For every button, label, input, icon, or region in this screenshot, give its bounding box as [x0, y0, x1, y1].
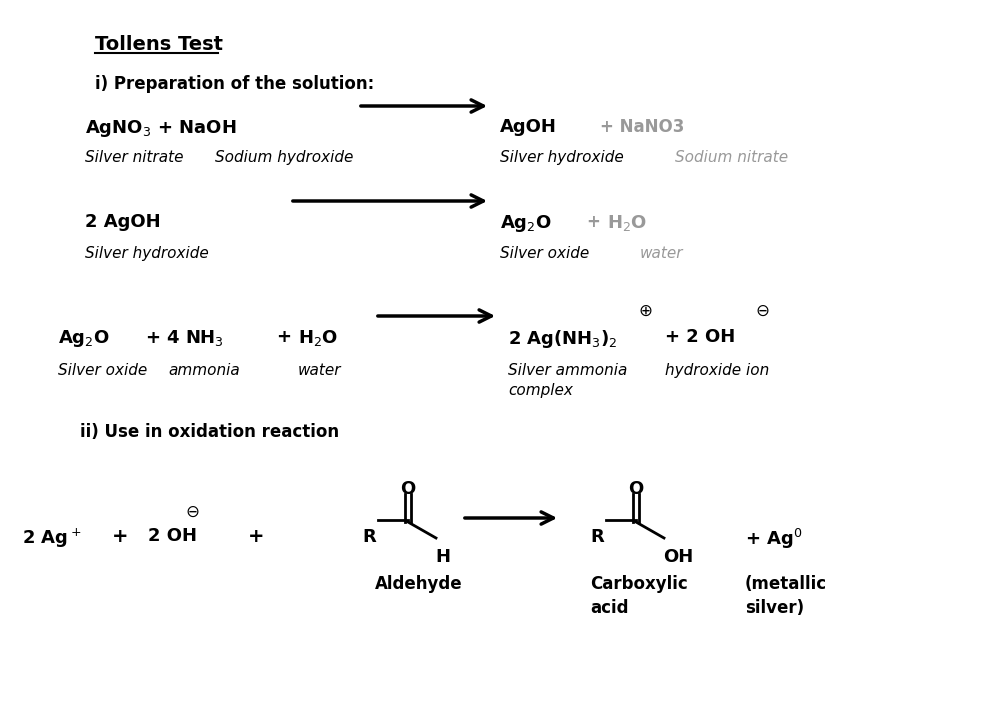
Text: +: + [276, 328, 291, 346]
Text: water: water [298, 363, 341, 378]
Text: Ag$_2$O: Ag$_2$O [58, 328, 110, 349]
Text: Ag$_2$O: Ag$_2$O [500, 213, 552, 234]
Text: Silver nitrate: Silver nitrate [85, 150, 183, 165]
Text: Aldehyde: Aldehyde [375, 575, 462, 593]
Text: hydroxide ion: hydroxide ion [665, 363, 769, 378]
Text: 2 AgOH: 2 AgOH [85, 213, 160, 231]
Text: H: H [435, 548, 450, 566]
Text: Silver hydroxide: Silver hydroxide [85, 246, 209, 261]
Text: Silver ammonia
complex: Silver ammonia complex [508, 363, 628, 398]
Text: Sodium nitrate: Sodium nitrate [675, 150, 788, 165]
Text: H$_2$O: H$_2$O [298, 328, 338, 348]
Text: R: R [590, 528, 604, 546]
Text: Silver hydroxide: Silver hydroxide [500, 150, 624, 165]
Text: Carboxylic
acid: Carboxylic acid [590, 575, 688, 617]
Text: R: R [362, 528, 376, 546]
Text: O: O [400, 480, 415, 498]
Text: i) Preparation of the solution:: i) Preparation of the solution: [95, 75, 374, 93]
Text: Sodium hydroxide: Sodium hydroxide [215, 150, 353, 165]
Text: + 2 OH: + 2 OH [665, 328, 735, 346]
Text: ii) Use in oxidation reaction: ii) Use in oxidation reaction [80, 423, 339, 441]
Text: + 4 NH$_3$: + 4 NH$_3$ [145, 328, 224, 348]
Text: (metallic
silver): (metallic silver) [745, 575, 828, 617]
Text: + NaNO3: + NaNO3 [600, 118, 685, 136]
Text: OH: OH [663, 548, 694, 566]
Text: $\ominus$: $\ominus$ [185, 503, 199, 521]
Text: ammonia: ammonia [168, 363, 240, 378]
Text: Silver oxide: Silver oxide [58, 363, 148, 378]
Text: AgOH: AgOH [500, 118, 557, 136]
Text: H$_2$O: H$_2$O [607, 213, 647, 233]
Text: Silver oxide: Silver oxide [500, 246, 589, 261]
Text: +: + [248, 527, 265, 546]
Text: 2 Ag(NH$_3$)$_2$: 2 Ag(NH$_3$)$_2$ [508, 328, 617, 350]
Text: O: O [629, 480, 644, 498]
Text: $\ominus$: $\ominus$ [755, 302, 769, 320]
Text: 2 Ag$^+$: 2 Ag$^+$ [22, 527, 82, 550]
Text: $\oplus$: $\oplus$ [638, 302, 652, 320]
Text: Tollens Test: Tollens Test [95, 35, 223, 54]
Text: + Ag$^0$: + Ag$^0$ [745, 527, 803, 551]
Text: AgNO$_3$ + NaOH: AgNO$_3$ + NaOH [85, 118, 236, 139]
Text: +: + [586, 213, 600, 231]
Text: water: water [640, 246, 684, 261]
Text: 2 OH: 2 OH [148, 527, 197, 545]
Text: +: + [112, 527, 129, 546]
